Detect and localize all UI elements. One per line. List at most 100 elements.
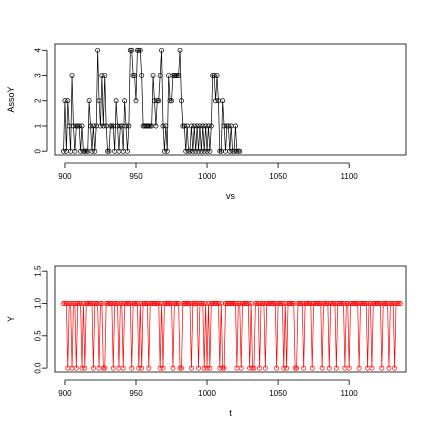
data-point bbox=[215, 301, 221, 306]
data-point bbox=[95, 47, 101, 53]
data-point bbox=[214, 73, 220, 78]
data-point bbox=[61, 148, 66, 154]
y-tick-label: 2 bbox=[34, 98, 43, 103]
data-point bbox=[136, 47, 142, 53]
data-point bbox=[213, 301, 219, 306]
data-point bbox=[245, 301, 251, 306]
data-point bbox=[207, 148, 213, 154]
data-point bbox=[136, 365, 142, 371]
data-point bbox=[129, 365, 135, 371]
data-point bbox=[235, 148, 241, 154]
data-point bbox=[86, 301, 92, 306]
top-y-axis-label: AssoY bbox=[6, 86, 16, 112]
data-point bbox=[220, 98, 226, 104]
data-point bbox=[129, 47, 135, 53]
x-tick-label: 1100 bbox=[341, 172, 359, 181]
data-point bbox=[132, 301, 138, 306]
data-point bbox=[157, 73, 163, 78]
data-point bbox=[252, 301, 258, 306]
data-point bbox=[181, 123, 187, 129]
data-point bbox=[197, 123, 203, 129]
data-point bbox=[174, 301, 180, 306]
data-point bbox=[157, 365, 163, 371]
data-point bbox=[338, 301, 344, 306]
data-point bbox=[207, 365, 213, 371]
x-tick-label: 900 bbox=[58, 172, 72, 181]
x-tick-label: 1000 bbox=[198, 172, 216, 181]
data-point bbox=[160, 123, 166, 129]
data-point bbox=[106, 148, 112, 154]
data-point bbox=[153, 123, 159, 129]
data-point bbox=[92, 148, 98, 154]
x-tick-label: 950 bbox=[129, 172, 143, 181]
data-point bbox=[147, 123, 153, 129]
bottom-y-axis: 0.0 0.5 1.0 1.5 bbox=[34, 265, 48, 374]
data-point bbox=[213, 98, 219, 104]
data-point bbox=[352, 301, 358, 306]
data-point bbox=[369, 365, 375, 371]
data-point bbox=[83, 148, 89, 154]
data-point bbox=[78, 301, 84, 306]
data-point bbox=[193, 148, 199, 154]
data-point bbox=[187, 148, 193, 154]
data-point bbox=[125, 148, 130, 154]
data-point bbox=[146, 365, 152, 371]
data-point bbox=[200, 123, 206, 129]
data-point bbox=[194, 123, 200, 129]
data-point bbox=[250, 365, 255, 371]
data-point bbox=[167, 98, 173, 104]
top-x-axis-label: vs bbox=[226, 191, 236, 201]
data-point bbox=[174, 73, 180, 78]
data-point bbox=[75, 301, 81, 306]
data-point bbox=[258, 301, 264, 306]
data-point bbox=[242, 301, 248, 306]
data-point bbox=[196, 365, 201, 371]
data-point bbox=[106, 301, 112, 306]
data-point bbox=[188, 123, 194, 129]
data-point bbox=[137, 47, 143, 53]
x-tick-label: 900 bbox=[58, 389, 72, 398]
y-tick-label: 0 bbox=[34, 148, 43, 153]
data-point bbox=[179, 98, 184, 104]
data-point bbox=[113, 98, 119, 104]
data-point bbox=[146, 123, 152, 129]
data-point bbox=[110, 365, 116, 371]
data-point bbox=[98, 301, 103, 306]
data-point bbox=[99, 73, 105, 78]
data-point bbox=[109, 123, 115, 129]
data-point bbox=[360, 301, 366, 306]
data-point bbox=[206, 123, 211, 129]
data-point bbox=[319, 365, 325, 371]
data-point bbox=[69, 73, 75, 78]
x-tick-label: 1100 bbox=[341, 389, 359, 398]
bottom-y-axis-label: Y bbox=[6, 316, 16, 322]
data-point bbox=[176, 73, 182, 78]
data-point bbox=[292, 365, 298, 371]
data-point bbox=[225, 123, 231, 129]
series-line bbox=[63, 303, 401, 369]
data-point bbox=[123, 123, 129, 129]
data-point bbox=[76, 123, 82, 129]
bottom-plot-frame bbox=[54, 265, 407, 373]
data-point bbox=[392, 365, 398, 371]
bottom-x-axis-label: t bbox=[229, 408, 232, 418]
data-point bbox=[120, 365, 126, 371]
data-point bbox=[281, 365, 287, 371]
data-point bbox=[326, 365, 332, 371]
data-point bbox=[203, 301, 209, 306]
data-point bbox=[220, 365, 226, 371]
data-point bbox=[72, 148, 78, 154]
data-point bbox=[238, 365, 244, 371]
data-point bbox=[161, 148, 167, 154]
data-point bbox=[315, 301, 321, 306]
data-point bbox=[61, 301, 66, 306]
data-point bbox=[269, 301, 275, 306]
data-point bbox=[156, 301, 162, 306]
data-point bbox=[102, 365, 108, 371]
data-point bbox=[379, 365, 385, 371]
y-tick-label: 4 bbox=[34, 48, 43, 53]
data-point bbox=[133, 98, 139, 104]
data-point bbox=[102, 73, 108, 78]
data-point bbox=[333, 365, 339, 371]
